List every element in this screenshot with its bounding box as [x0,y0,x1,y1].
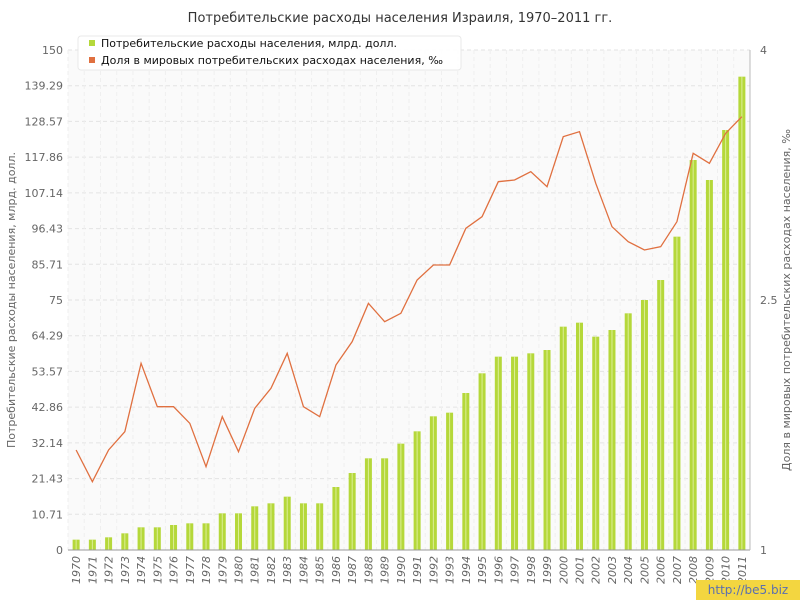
y-tick-left: 85.71 [32,258,64,271]
x-tick: 1987 [346,556,359,584]
legend: Потребительские расходы населения, млрд.… [77,35,462,71]
y-tick-left: 42.86 [32,401,64,414]
x-tick: 1993 [444,556,457,584]
x-tick: 1977 [184,556,197,584]
x-tick: 1980 [233,556,246,584]
x-tick: 1978 [200,556,213,584]
x-tick: 1989 [379,556,392,584]
x-tick: 1996 [492,556,505,584]
x-tick: 1992 [427,556,440,584]
x-tick: 1988 [362,556,375,584]
x-tick: 1986 [330,556,343,584]
y-ticks-right: 12.54 [760,44,778,557]
legend-swatch-bar [89,40,95,46]
x-tick: 2004 [622,556,635,584]
y-tick-left: 64.29 [32,330,64,343]
x-tick: 1972 [103,556,116,584]
legend-label-line: Доля в мировых потребительских расходах … [101,54,443,67]
legend-box [77,35,462,71]
x-tick: 1997 [509,556,522,584]
x-tick: 1975 [151,556,164,584]
y-tick-right: 2.5 [760,294,778,307]
x-tick: 1983 [281,556,294,584]
x-tick: 1976 [168,556,181,584]
y-tick-left: 128.57 [25,115,64,128]
line-series [75,116,743,484]
x-tick: 2006 [655,556,668,584]
y-tick-left: 96.43 [32,223,64,236]
watermark[interactable]: http://be5.biz [696,580,800,600]
y-tick-left: 107.14 [25,187,64,200]
x-ticks: 1970 1971 1972 1973 1974 1975 1976 1977 1978 1979… [70,556,749,584]
x-tick: 1984 [297,556,310,584]
x-tick: 2000 [557,556,570,584]
x-tick: 1973 [119,556,132,584]
x-tick: 1985 [314,556,327,584]
y-tick-left: 117.86 [25,151,64,164]
x-tick: 2009 [703,556,716,584]
line-series-path [75,116,743,484]
y-tick-left: 139.29 [25,80,64,93]
x-tick: 2007 [671,556,684,584]
x-tick: 1982 [265,556,278,584]
x-tick: 1981 [249,556,262,584]
y-tick-right: 1 [760,544,767,557]
x-tick: 1970 [70,556,83,584]
x-tick: 1999 [541,556,554,584]
x-tick: 2002 [590,556,603,584]
x-tick: 1990 [395,556,408,584]
y-tick-left: 32.14 [32,437,64,450]
x-tick: 1998 [525,556,538,584]
y-tick-left: 10.71 [32,508,64,521]
y-axis-title-right: Доля в мировых потребительских расходах … [780,129,793,471]
y-tick-left: 0 [56,544,63,557]
legend-label-bar: Потребительские расходы населения, млрд.… [101,37,397,50]
y-tick-right: 4 [760,44,767,57]
x-tick: 2011 [736,556,749,584]
x-tick: 1974 [135,556,148,584]
x-tick: 1995 [476,556,489,584]
x-tick: 1979 [216,556,229,584]
y-tick-left: 150 [42,44,63,57]
y-ticks-left: 0 10.71 21.43 32.14 42.86 53.57 64.29 75 85.71 96… [25,44,64,557]
x-tick: 2001 [574,556,587,584]
y-tick-left: 75 [49,294,63,307]
chart-title: Потребительские расходы населения Израил… [188,11,613,26]
x-tick: 2003 [606,556,619,584]
x-tick: 1991 [411,556,424,584]
x-tick: 2008 [687,556,700,584]
legend-swatch-line [89,57,95,63]
x-tick: 1971 [86,556,99,584]
y-tick-left: 21.43 [32,473,64,486]
x-tick: 1994 [460,556,473,584]
grid [67,49,751,550]
bars [72,76,746,551]
x-tick: 2005 [638,556,651,584]
y-tick-left: 53.57 [32,365,64,378]
y-axis-title-left: Потребительские расходы населения, млрд.… [5,152,18,448]
x-tick: 2010 [720,556,733,584]
